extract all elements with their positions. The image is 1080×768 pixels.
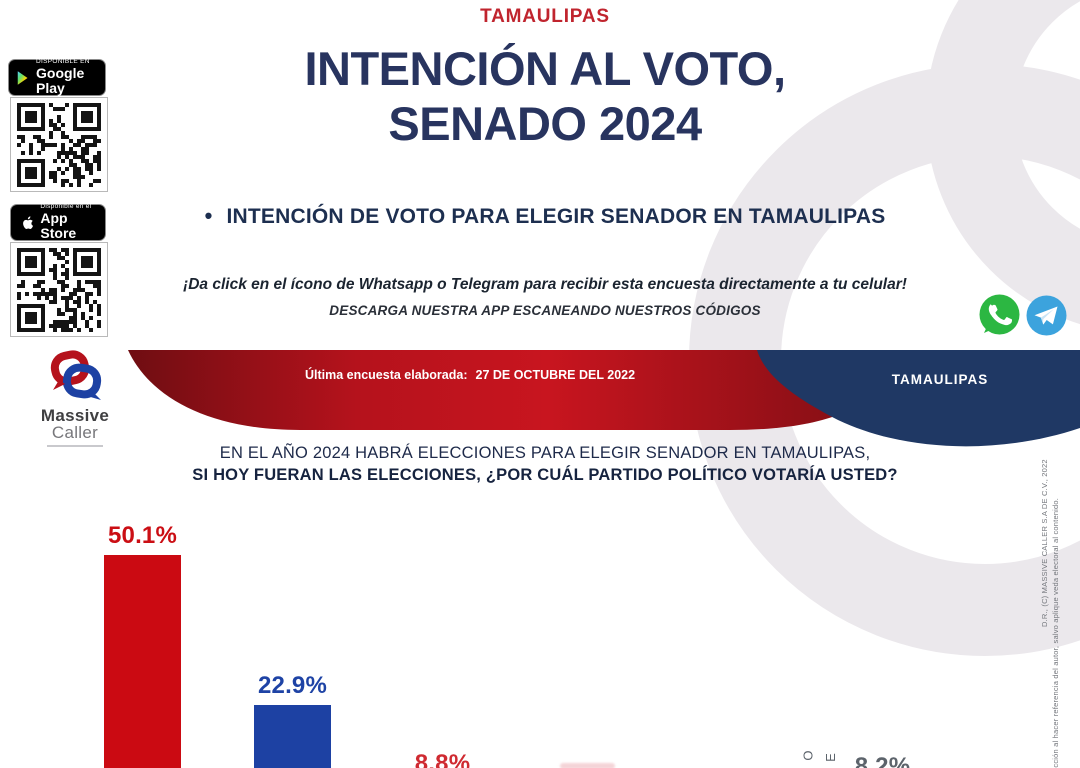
app-store-label: App Store <box>40 210 77 241</box>
region-banner: TAMAULIPAS <box>891 372 989 387</box>
red-ribbon <box>128 350 890 430</box>
question-line2: SI HOY FUERAN LAS ELECCIONES, ¿POR CUÁL … <box>192 466 898 484</box>
qr-pattern <box>17 247 101 332</box>
telegram-icon[interactable] <box>1026 295 1067 336</box>
massive-caller-logo: Massive Caller <box>20 350 130 447</box>
subtitle-bullet-row: • INTENCIÓN DE VOTO PARA ELEGIR SENADOR E… <box>140 203 950 229</box>
region-heading: TAMAULIPAS <box>480 6 610 27</box>
chart-bar <box>254 704 331 768</box>
survey-date-value: 27 DE OCTUBRE DEL 2022 <box>475 368 636 382</box>
page-title-line2: SENADO 2024 <box>388 96 702 150</box>
cta-line2: DESCARGA NUESTRA APP ESCANEANDO NUESTROS… <box>329 303 761 318</box>
cropped-label-hint <box>560 763 615 768</box>
copyright-line2: ucción al hacer referencia del autor, sa… <box>1051 497 1060 768</box>
google-play-tagline: DISPONIBLE EN <box>36 58 90 66</box>
google-play-label: Google Play <box>36 65 85 96</box>
logo-tagline-rule <box>47 444 103 447</box>
logo-word-caller: Caller <box>51 423 99 442</box>
qr-code-app-store <box>10 242 108 337</box>
page-title: INTENCIÓN AL VOTO, SENADO 2024 <box>145 42 945 152</box>
google-play-icon <box>17 70 28 85</box>
chart-bar-value-label: 8.2% <box>854 752 911 768</box>
survey-date-label: Última encuesta elaborada: <box>304 368 468 382</box>
cropped-axis-letter: E <box>822 753 838 762</box>
bullet-icon: • <box>204 203 213 228</box>
qr-pattern <box>17 102 101 187</box>
survey-date-ribbon: Última encuesta elaborada: 27 DE OCTUBRE … <box>170 368 770 382</box>
chart-bar-value-label: 50.1% <box>107 522 178 550</box>
chart-bar-value-label: 22.9% <box>257 671 328 699</box>
google-play-badge[interactable]: DISPONIBLE EN Google Play <box>8 59 106 96</box>
chart-bar <box>104 555 181 768</box>
question-line1: EN EL AÑO 2024 HABRÁ ELECCIONES PARA ELE… <box>219 444 871 462</box>
chart-bar-value-label: 8.8% <box>414 749 471 768</box>
app-store-badge[interactable]: Disponible en el App Store <box>10 204 106 241</box>
app-store-tagline: Disponible en el <box>40 203 92 211</box>
cta-line1: ¡Da click en el ícono de Whatsapp o Tele… <box>183 276 907 293</box>
page-title-line1: INTENCIÓN AL VOTO, <box>304 42 786 95</box>
subtitle-text: INTENCIÓN DE VOTO PARA ELEGIR SENADOR EN… <box>226 205 886 228</box>
apple-icon <box>23 215 34 229</box>
cropped-axis-letter: O <box>800 750 816 761</box>
logo-word-massive: Massive <box>40 406 110 425</box>
blue-banner <box>757 350 1080 447</box>
copyright-line1: D.R., (C) MASSIVE CALLER S.A DE C.V., 20… <box>1040 459 1049 627</box>
qr-code-google-play <box>10 97 108 192</box>
whatsapp-icon[interactable] <box>976 291 1023 338</box>
massive-caller-logo-icon <box>50 350 102 400</box>
